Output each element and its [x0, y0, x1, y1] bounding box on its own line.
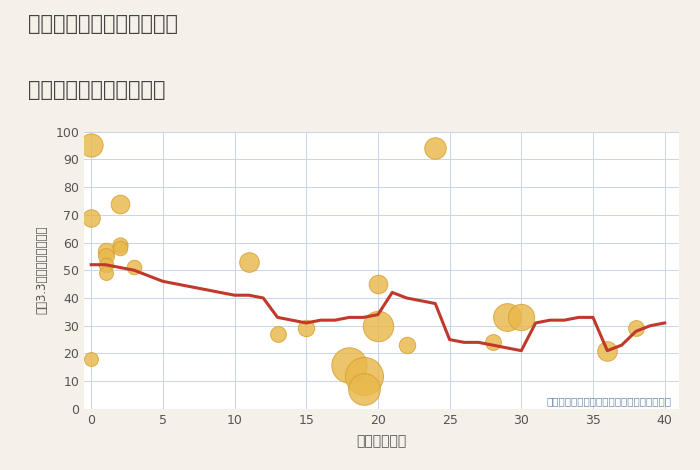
Point: [358, 386, 369, 393]
Point: [602, 347, 613, 354]
Point: [300, 325, 312, 332]
Point: [244, 258, 255, 266]
Point: [344, 361, 355, 368]
Point: [631, 325, 642, 332]
X-axis label: 築年数（年）: 築年数（年）: [356, 434, 407, 448]
Point: [114, 244, 125, 252]
Point: [372, 280, 384, 288]
Point: [114, 200, 125, 207]
Point: [85, 355, 97, 363]
Point: [100, 261, 111, 268]
Point: [85, 142, 97, 149]
Text: 円の大きさは、取引のあった物件面積を示す: 円の大きさは、取引のあった物件面積を示す: [547, 396, 672, 406]
Point: [85, 214, 97, 221]
Text: 築年数別中古戸建て価格: 築年数別中古戸建て価格: [28, 80, 165, 100]
Point: [100, 253, 111, 260]
Text: 奈良県磯城郡三宅町三河の: 奈良県磯城郡三宅町三河の: [28, 14, 178, 34]
Point: [358, 372, 369, 379]
Point: [100, 247, 111, 255]
Point: [401, 341, 412, 349]
Point: [430, 144, 441, 152]
Point: [487, 338, 498, 346]
Point: [501, 313, 512, 321]
Point: [272, 330, 284, 338]
Point: [516, 313, 527, 321]
Point: [372, 322, 384, 329]
Point: [100, 269, 111, 277]
Point: [129, 264, 140, 271]
Y-axis label: 坪（3.3㎡）単価（万円）: 坪（3.3㎡）単価（万円）: [35, 226, 48, 314]
Point: [114, 242, 125, 249]
